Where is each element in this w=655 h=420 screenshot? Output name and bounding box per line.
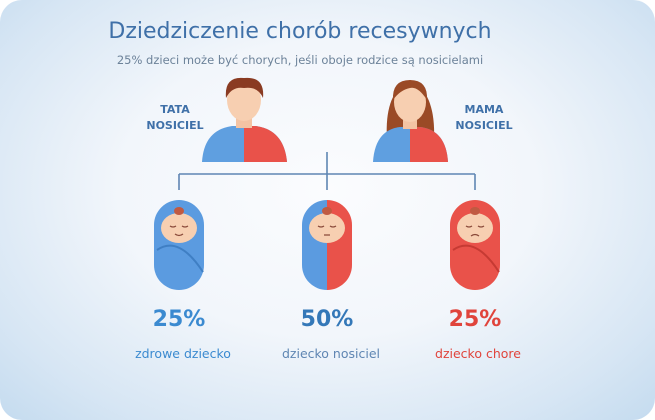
father-label-line2: NOSICIEL [146,119,203,132]
healthy-label: zdrowe dziecko [135,346,231,361]
sick-percent: 25% [449,307,502,332]
carrier-label: dziecko nosiciel [282,346,380,361]
sick-label: dziecko chore [435,346,521,361]
subtitle: 25% dzieci może być chorych, jeśli oboje… [117,53,483,67]
mother-label-line2: NOSICIEL [455,119,512,132]
father-icon [202,77,287,162]
mother-icon [373,80,448,162]
carrier-baby-icon [302,200,352,290]
mother-label-line1: MAMA [465,103,504,116]
carrier-percent: 50% [301,307,354,332]
connector-lines [178,152,476,190]
father-label-line1: TATA [160,103,190,116]
sick-baby-icon [450,200,500,290]
page-title: Dziedziczenie chorób recesywnych [108,19,491,44]
healthy-baby-icon [154,200,204,290]
healthy-percent: 25% [153,307,206,332]
